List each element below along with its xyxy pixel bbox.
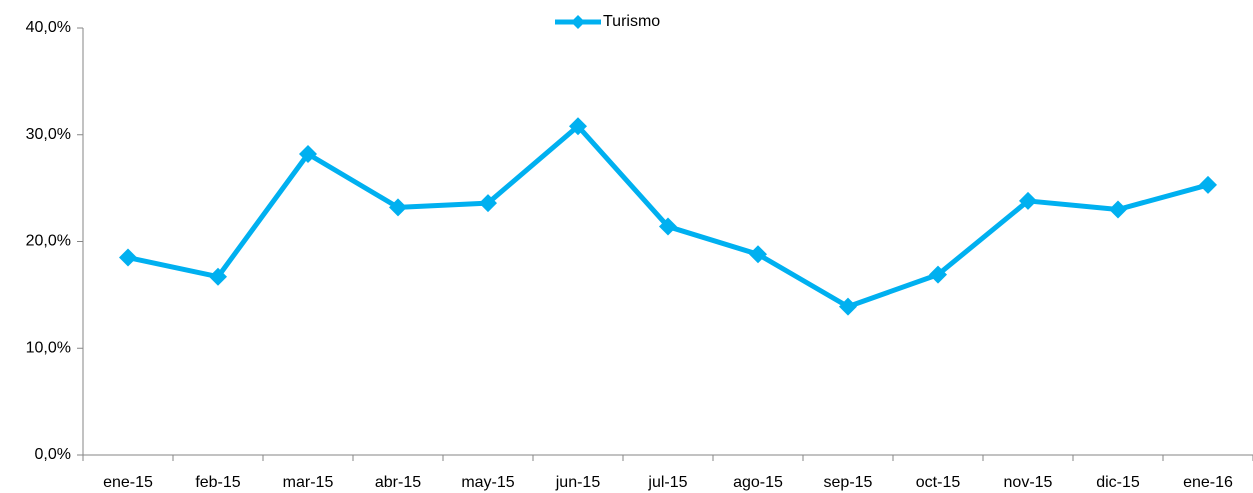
point: [749, 245, 767, 264]
point: [1019, 191, 1037, 210]
point: [839, 297, 857, 316]
x-tick-label: ago-15: [733, 474, 783, 491]
point: [209, 267, 227, 286]
y-tick-label: 40,0%: [26, 19, 71, 36]
point: [479, 194, 497, 213]
x-tick-label: sep-15: [824, 474, 873, 491]
x-tick-label: jul-15: [647, 474, 687, 491]
series-line: [127, 123, 1209, 310]
y-tick-label: 0,0%: [35, 446, 71, 463]
point: [119, 248, 137, 267]
point: [299, 144, 317, 163]
point: [1109, 200, 1127, 219]
x-tick-label: jun-15: [555, 474, 601, 491]
x-tick-label: ene-15: [103, 474, 153, 491]
x-tick-label: may-15: [461, 474, 514, 491]
point: [1199, 175, 1217, 194]
y-tick-label: 20,0%: [26, 233, 71, 250]
point: [569, 117, 587, 136]
legend-label: Turismo: [603, 13, 660, 30]
x-tick-label: nov-15: [1004, 474, 1053, 491]
x-tick-label: feb-15: [195, 474, 240, 491]
y-tick-label: 30,0%: [26, 126, 71, 143]
y-tick-label: 10,0%: [26, 339, 71, 356]
x-tick-label: oct-15: [916, 474, 961, 491]
point: [659, 217, 677, 236]
point: [389, 198, 407, 217]
x-tick-label: ene-16: [1183, 474, 1233, 491]
legend-marker: [571, 15, 585, 29]
x-tick-label: mar-15: [283, 474, 334, 491]
point: [929, 265, 947, 284]
x-tick-label: dic-15: [1096, 474, 1140, 491]
x-tick-label: abr-15: [375, 474, 421, 491]
